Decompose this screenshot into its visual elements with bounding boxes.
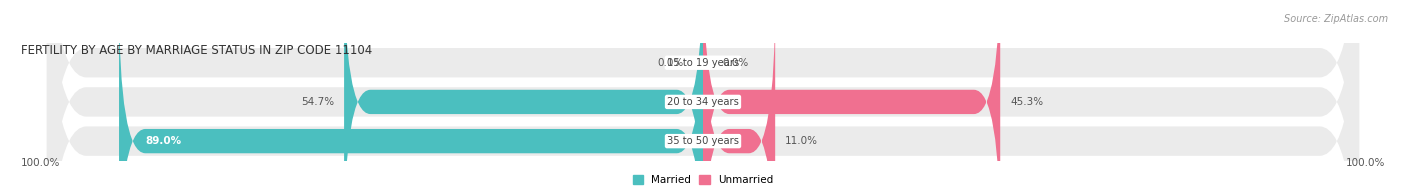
FancyBboxPatch shape bbox=[46, 0, 1360, 196]
Text: 11.0%: 11.0% bbox=[785, 136, 818, 146]
Text: 20 to 34 years: 20 to 34 years bbox=[666, 97, 740, 107]
FancyBboxPatch shape bbox=[120, 0, 703, 196]
Text: 0.0%: 0.0% bbox=[723, 58, 749, 68]
Text: Source: ZipAtlas.com: Source: ZipAtlas.com bbox=[1284, 14, 1388, 24]
Text: 100.0%: 100.0% bbox=[1346, 158, 1385, 168]
FancyBboxPatch shape bbox=[46, 0, 1360, 196]
Text: FERTILITY BY AGE BY MARRIAGE STATUS IN ZIP CODE 11104: FERTILITY BY AGE BY MARRIAGE STATUS IN Z… bbox=[21, 44, 371, 57]
Text: 100.0%: 100.0% bbox=[21, 158, 60, 168]
Legend: Married, Unmarried: Married, Unmarried bbox=[633, 175, 773, 185]
Text: 0.0%: 0.0% bbox=[657, 58, 683, 68]
Text: 54.7%: 54.7% bbox=[301, 97, 335, 107]
FancyBboxPatch shape bbox=[344, 0, 703, 196]
Text: 89.0%: 89.0% bbox=[145, 136, 181, 146]
Text: 15 to 19 years: 15 to 19 years bbox=[666, 58, 740, 68]
FancyBboxPatch shape bbox=[703, 0, 1000, 196]
FancyBboxPatch shape bbox=[46, 0, 1360, 196]
FancyBboxPatch shape bbox=[703, 0, 775, 196]
Text: 45.3%: 45.3% bbox=[1010, 97, 1043, 107]
Text: 35 to 50 years: 35 to 50 years bbox=[666, 136, 740, 146]
